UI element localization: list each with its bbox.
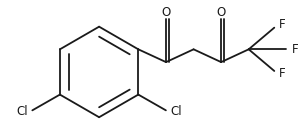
Text: F: F: [279, 67, 285, 80]
Text: F: F: [279, 18, 285, 31]
Text: O: O: [217, 6, 226, 19]
Text: Cl: Cl: [170, 105, 181, 118]
Text: O: O: [162, 6, 171, 19]
Text: F: F: [292, 43, 298, 56]
Text: Cl: Cl: [17, 105, 28, 118]
